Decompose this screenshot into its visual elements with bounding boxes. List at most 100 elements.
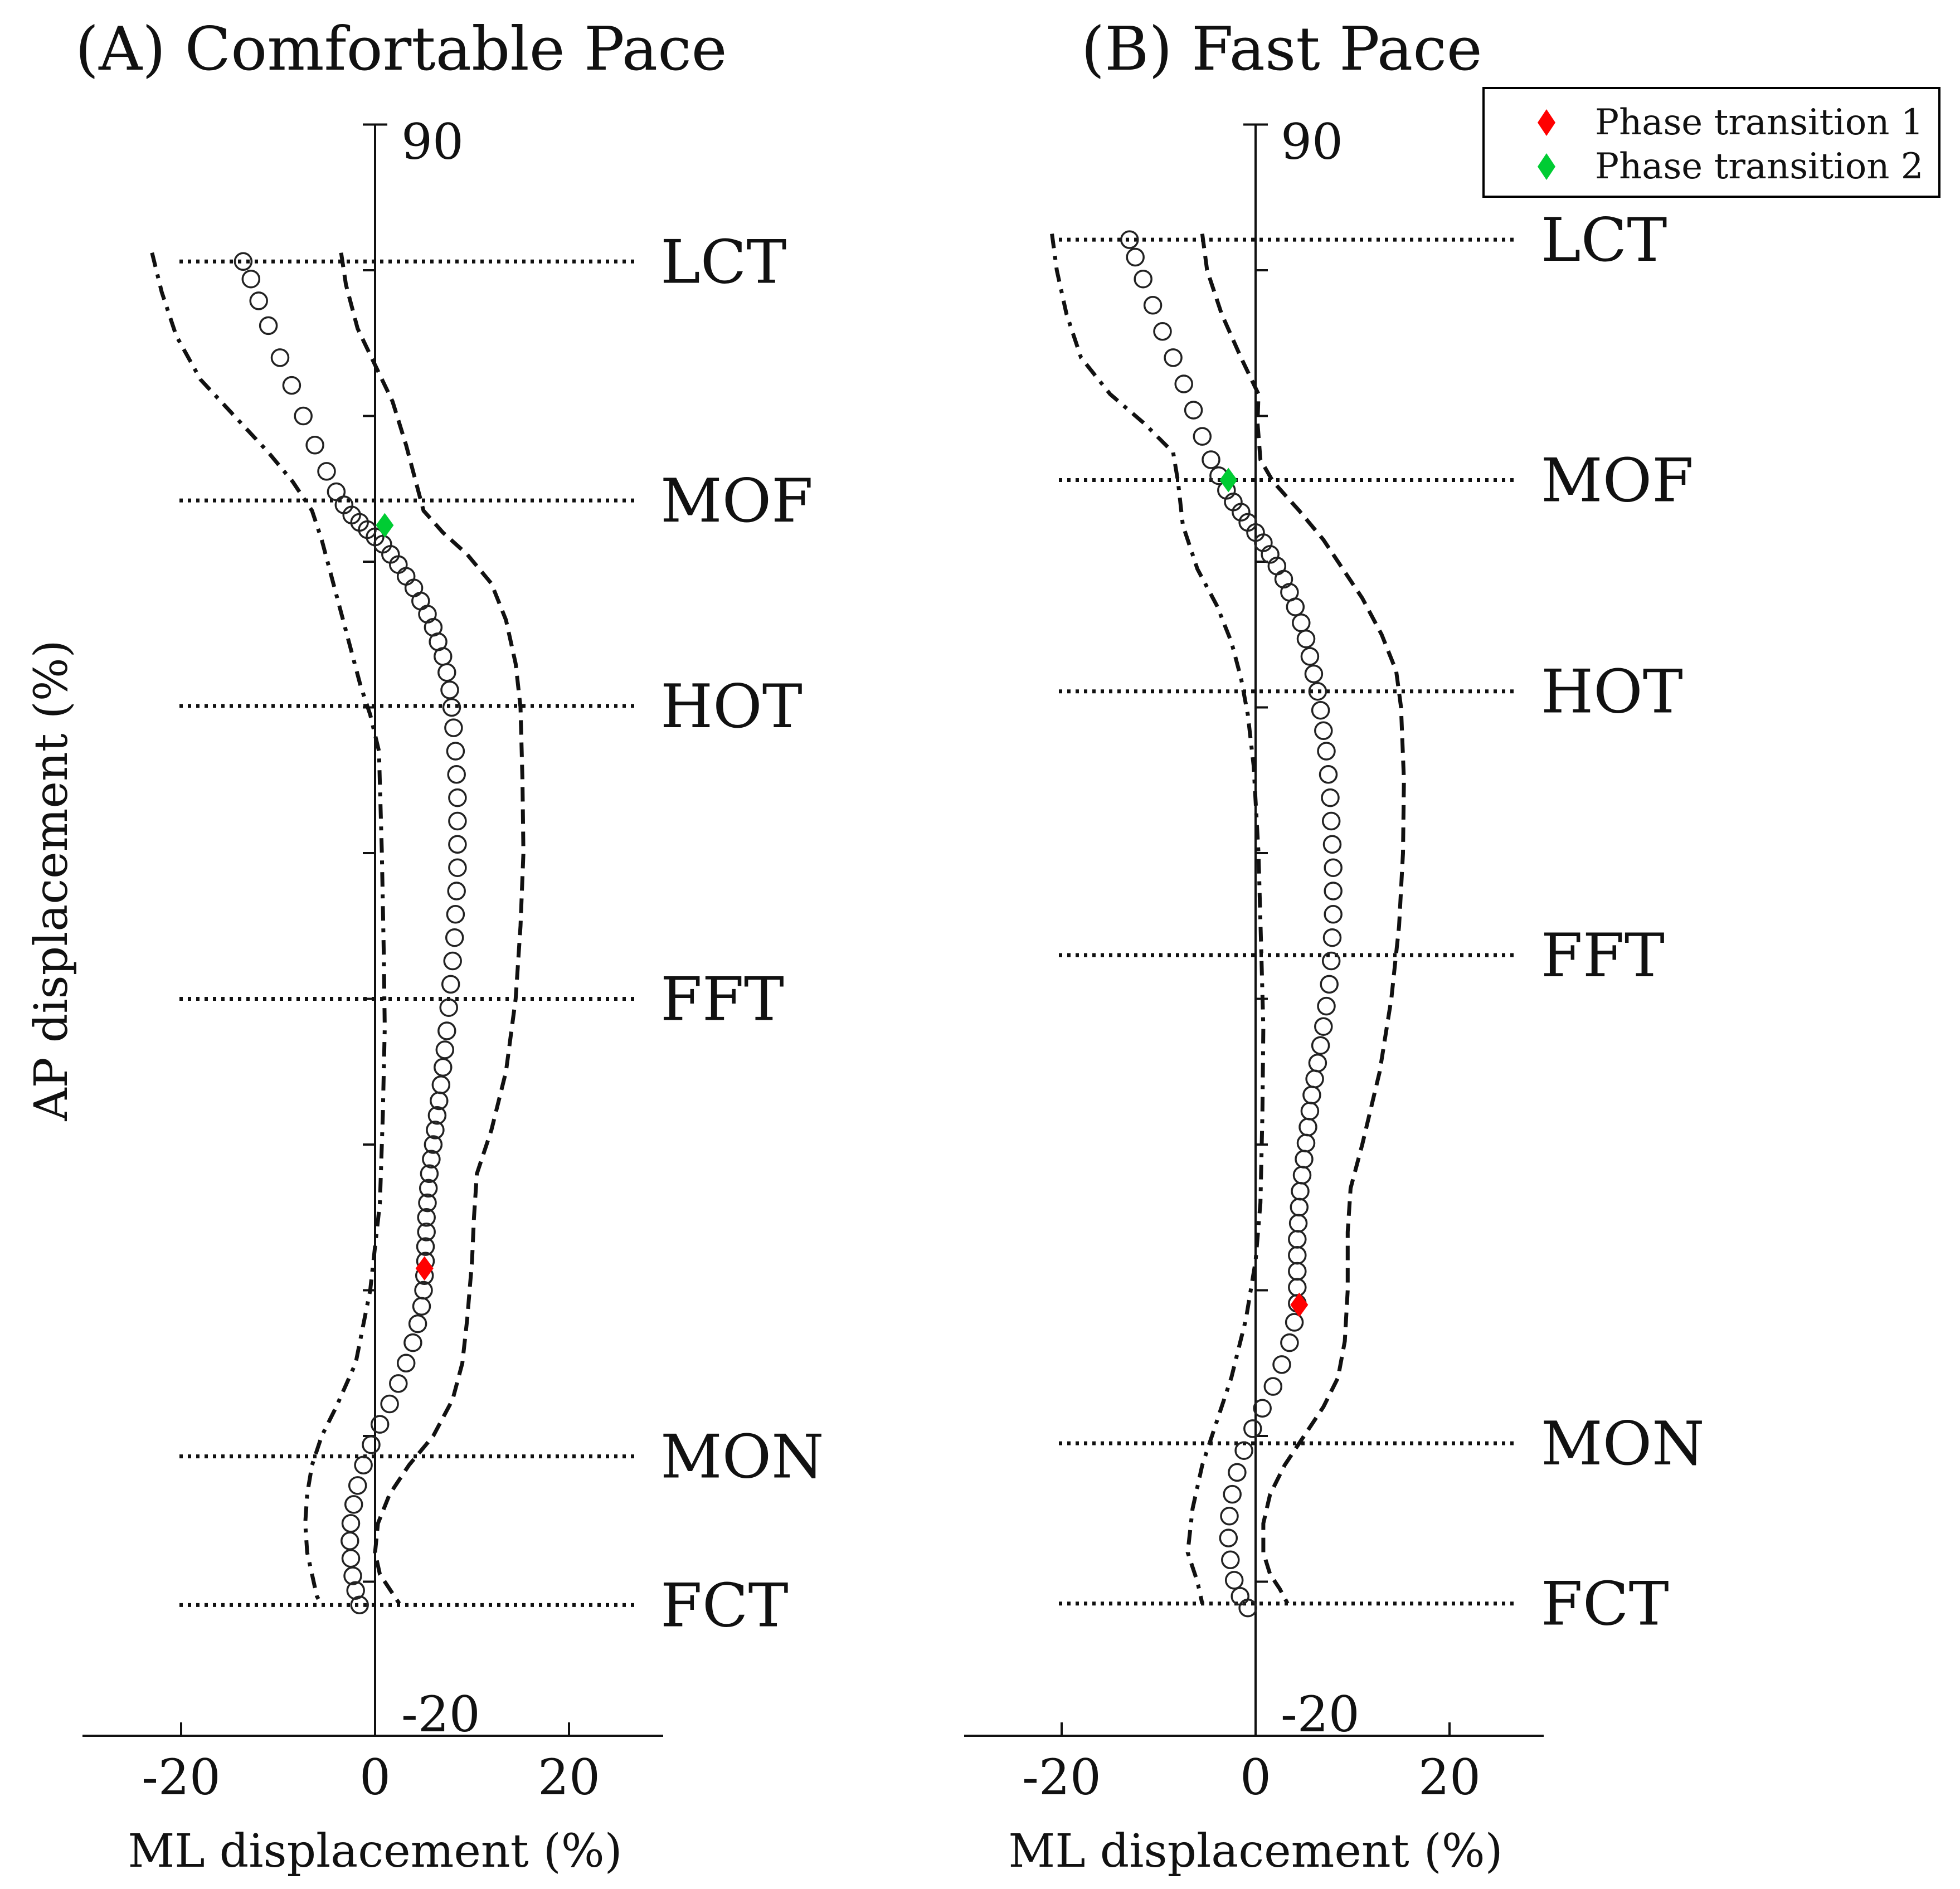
- panel-b-trajectory-point: [1228, 1463, 1247, 1482]
- panel-b-trajectory: [1120, 230, 1343, 1618]
- panel-b-phase-transition-2: [1219, 468, 1238, 493]
- panel-a-trajectory-point: [448, 811, 467, 831]
- panel-a-phase-transitions: [376, 513, 434, 1281]
- panel-b-trajectory-point: [1238, 1598, 1257, 1618]
- panel-b-trajectory-point: [1300, 647, 1320, 666]
- panel-a-event-label-mon: MON: [660, 1423, 824, 1492]
- panel-b-event-lines: LCT MOF HOT FFT MON FCT: [1059, 206, 1705, 1639]
- panel-b-trajectory-point: [1286, 597, 1305, 616]
- panel-a-x-tick-label: -20: [142, 1749, 221, 1806]
- panel-a-trajectory-point: [424, 1135, 443, 1154]
- panel-a-trajectory-point: [448, 835, 467, 854]
- panel-b-x-tick-label: 20: [1418, 1749, 1481, 1806]
- panel-b-bands: [1050, 233, 1406, 1605]
- panel-b-trajectory-point: [1120, 230, 1139, 249]
- panel-b-trajectory-point: [1134, 269, 1152, 289]
- panel-b-trajectory-point: [1126, 247, 1145, 267]
- panel-a-title: (A) Comfortable Pace: [75, 14, 727, 84]
- panel-a-event-lines: LCT MOF HOT FFT MON FCT: [179, 227, 824, 1640]
- panel-a-trajectory-point: [419, 1179, 438, 1198]
- panel-b-trajectory-point: [1285, 1313, 1304, 1332]
- panel-a-event-label-hot: HOT: [660, 672, 803, 742]
- panel-b-trajectory-point: [1219, 1528, 1238, 1547]
- panel-b-trajectory-point: [1324, 882, 1343, 900]
- panel-b-trajectory-point: [1304, 664, 1324, 684]
- panel-b-trajectory-point: [1174, 374, 1193, 393]
- panel-b-band-right: [1200, 233, 1406, 1605]
- panel-b-phase-transition-1: [1290, 1292, 1309, 1317]
- panel-a-trajectory-point: [317, 462, 336, 481]
- panel-b-trajectory-point: [1263, 1377, 1283, 1396]
- panel-a-x-axis-title: ML displacement (%): [128, 1825, 622, 1878]
- panel-b-trajectory-point: [1296, 629, 1316, 649]
- panel-a-trajectory-point: [418, 1193, 437, 1213]
- panel-a-trajectory-point: [380, 1394, 399, 1414]
- panel-a-y-axis-title: AP displacement (%): [25, 640, 78, 1121]
- panel-a-trajectory-point: [346, 1581, 365, 1600]
- panel-b-trajectory-point: [1243, 1419, 1262, 1438]
- panel-b-y-top-label: 90: [1281, 113, 1343, 171]
- panel-a-phase-transition-1: [415, 1256, 434, 1281]
- panel-a-trajectory: [234, 252, 467, 1615]
- panel-a-trajectory-point: [448, 788, 467, 807]
- panel-a-trajectory-point: [249, 291, 268, 310]
- panel-b-trajectory-point: [1311, 700, 1330, 720]
- panel-a-trajectory-point: [412, 1297, 431, 1316]
- panel-b-trajectory-point: [1324, 858, 1343, 877]
- panel-a-bands: [150, 252, 526, 1606]
- panel-a-trajectory-point: [348, 1476, 367, 1495]
- panel-b-trajectory-point: [1321, 951, 1341, 971]
- panel-b-trajectory-point: [1314, 1017, 1333, 1036]
- panel-a-trajectory-point: [343, 1566, 362, 1585]
- panel-b-event-label-mon: MON: [1541, 1409, 1705, 1479]
- panel-a-event-label-fct: FCT: [660, 1571, 789, 1640]
- panel-a-trajectory-point: [437, 663, 456, 682]
- panel-b-trajectory-point: [1193, 427, 1212, 446]
- panel-comfortable-pace: (A) Comfortable Pace AP displacement (%)…: [25, 14, 824, 1878]
- panel-b-trajectory-point: [1317, 996, 1336, 1016]
- panel-a-trajectory-point: [441, 975, 460, 994]
- panel-a-trajectory-point: [430, 1091, 449, 1111]
- panel-a-trajectory-point: [427, 1106, 447, 1125]
- panel-a-event-label-mof: MOF: [660, 466, 813, 536]
- panel-a-trajectory-point: [422, 1150, 441, 1169]
- panel-b-trajectory-point: [1320, 975, 1339, 994]
- panel-b-trajectory-point: [1319, 765, 1338, 784]
- panel-a-trajectory-point: [350, 1595, 369, 1615]
- panel-a-trajectory-point: [408, 1314, 427, 1333]
- panel-a-trajectory-point: [437, 1021, 456, 1040]
- panel-a-trajectory-point: [370, 1415, 390, 1434]
- panel-b-event-label-mof: MOF: [1541, 446, 1694, 516]
- panel-a-trajectory-point: [416, 1237, 435, 1256]
- panel-a-axes: -20 0 20: [82, 123, 663, 1806]
- panel-a-trajectory-point: [234, 252, 253, 271]
- panel-b-trajectory-point: [1314, 721, 1333, 741]
- panel-a-trajectory-point: [396, 1354, 416, 1373]
- panel-a-trajectory-point: [445, 928, 464, 947]
- panel-b-trajectory-point: [1153, 322, 1172, 341]
- panel-b-trajectory-point: [1232, 503, 1251, 522]
- panel-a-trajectory-point: [446, 742, 465, 761]
- panel-a-trajectory-point: [270, 348, 290, 367]
- panel-b-event-label-hot: HOT: [1541, 658, 1683, 727]
- panel-b-trajectory-point: [1311, 1036, 1330, 1055]
- legend-marker-phase-2: [1538, 153, 1555, 180]
- panel-b-trajectory-point: [1280, 1333, 1299, 1352]
- panel-a-trajectory-point: [426, 1121, 445, 1140]
- panel-a-trajectory-point: [417, 1208, 436, 1227]
- panel-a-trajectory-point: [294, 406, 313, 426]
- panel-a-trajectory-point: [448, 858, 467, 877]
- panel-b-y-bottom-label: -20: [1281, 1686, 1360, 1743]
- panel-b-trajectory-point: [1321, 788, 1340, 807]
- panel-b-event-label-fft: FFT: [1541, 921, 1665, 991]
- panel-a-trajectory-point: [241, 269, 261, 289]
- panel-b-phase-transitions: [1219, 468, 1309, 1317]
- panel-a-trajectory-point: [443, 951, 462, 971]
- panel-a-trajectory-point: [389, 1374, 408, 1393]
- panel-b-axes: -20 0 20: [964, 123, 1544, 1806]
- panel-a-trajectory-point: [354, 1455, 373, 1475]
- panel-a-trajectory-point: [439, 998, 458, 1017]
- panel-b-x-tick-label: 0: [1240, 1749, 1271, 1806]
- panel-a-trajectory-point: [444, 718, 463, 737]
